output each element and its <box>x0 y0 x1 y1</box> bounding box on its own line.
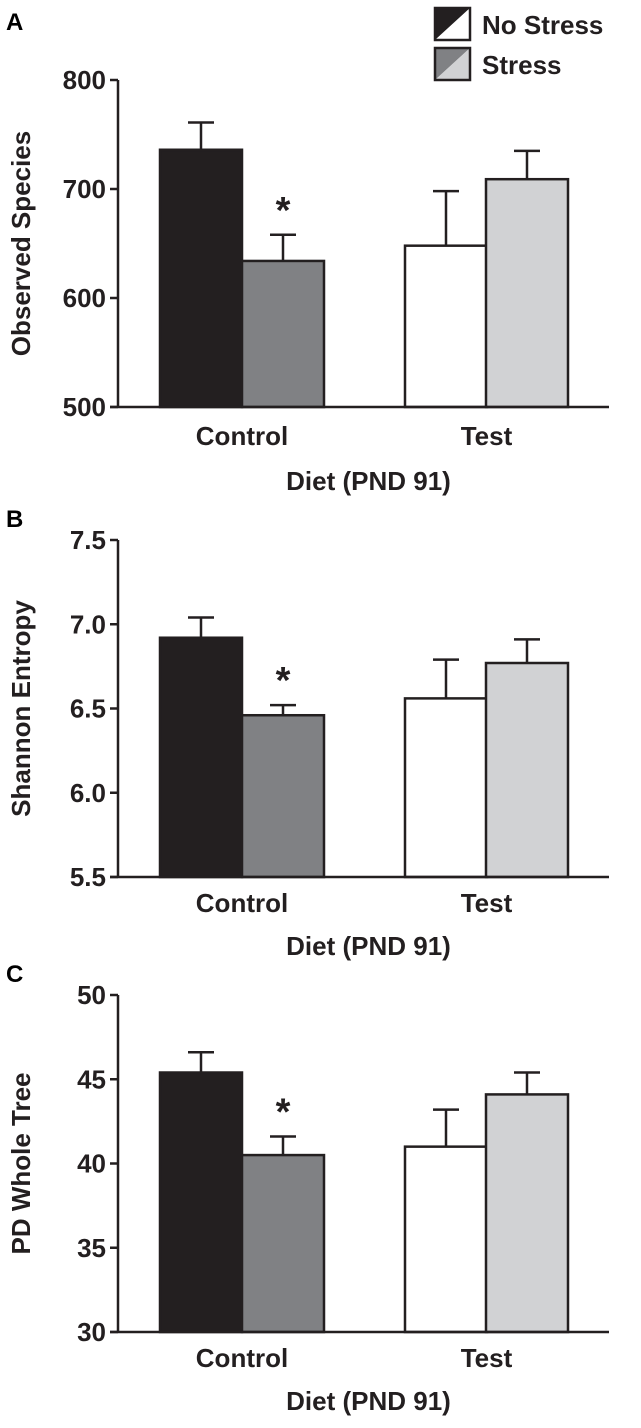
legend-swatch-no-stress <box>433 6 472 42</box>
legend-label-no-stress: No Stress <box>482 10 603 40</box>
bar-control-no-stress <box>158 636 244 879</box>
bar-test-no-stress <box>403 697 489 879</box>
panel-label-B: B <box>6 506 23 533</box>
x-tick-label: Control <box>196 1343 288 1373</box>
x-tick-label: Test <box>461 421 513 451</box>
bar-test-no-stress <box>403 1145 489 1334</box>
y-axis-label: Shannon Entropy <box>6 600 36 817</box>
y-axis-label: Observed Species <box>6 131 36 356</box>
y-tick-label: 45 <box>77 1064 106 1094</box>
bar-control-stress <box>240 1153 326 1334</box>
legend: No Stress Stress <box>433 6 603 82</box>
significance-marker: * <box>276 660 291 702</box>
panel-label-C: C <box>6 961 23 988</box>
bar-test-stress <box>484 1093 570 1334</box>
x-tick-label: Control <box>196 421 288 451</box>
bar-test-stress <box>484 177 570 409</box>
x-tick-label: Control <box>196 888 288 918</box>
legend-label-stress: Stress <box>482 50 562 80</box>
bar-test-no-stress <box>403 244 489 409</box>
panel-label-A: A <box>6 9 23 36</box>
y-tick-label: 500 <box>63 392 106 422</box>
x-axis-label: Diet (PND 91) <box>286 931 451 961</box>
legend-swatch-stress <box>433 46 472 82</box>
y-tick-label: 50 <box>77 980 106 1010</box>
x-axis-label: Diet (PND 91) <box>286 466 451 496</box>
y-tick-label: 40 <box>77 1149 106 1179</box>
y-tick-label: 700 <box>63 174 106 204</box>
y-tick-label: 5.5 <box>70 862 106 892</box>
x-axis-label: Diet (PND 91) <box>286 1386 451 1416</box>
x-tick-label: Test <box>461 1343 513 1373</box>
y-axis-label: PD Whole Tree <box>6 1072 36 1254</box>
bar-test-stress <box>484 661 570 879</box>
y-tick-label: 800 <box>63 65 106 95</box>
y-tick-label: 6.5 <box>70 694 106 724</box>
bar-control-no-stress <box>158 1071 244 1334</box>
bar-control-no-stress <box>158 148 244 409</box>
significance-marker: * <box>276 1092 291 1134</box>
bar-control-stress <box>240 259 326 409</box>
significance-marker: * <box>276 190 291 232</box>
y-tick-label: 7.0 <box>70 609 106 639</box>
y-tick-label: 30 <box>77 1317 106 1347</box>
y-tick-label: 35 <box>77 1233 106 1263</box>
x-tick-label: Test <box>461 888 513 918</box>
y-tick-label: 600 <box>63 283 106 313</box>
y-tick-label: 7.5 <box>70 525 106 555</box>
bar-control-stress <box>240 713 326 879</box>
y-tick-label: 6.0 <box>70 778 106 808</box>
